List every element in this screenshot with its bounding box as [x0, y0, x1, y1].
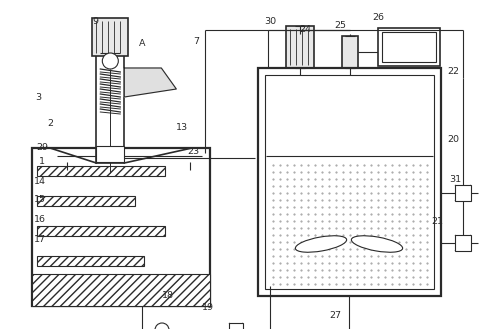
Bar: [455, 235, 471, 251]
Bar: [265, 75, 434, 289]
Text: 29: 29: [36, 143, 48, 153]
Ellipse shape: [352, 236, 403, 252]
Text: 26: 26: [372, 13, 384, 22]
Text: 19: 19: [202, 302, 214, 312]
Text: 24: 24: [299, 26, 311, 35]
Text: 27: 27: [329, 312, 341, 320]
Text: 7: 7: [193, 38, 199, 46]
Bar: [342, 36, 358, 68]
Bar: [286, 26, 314, 68]
Text: 9: 9: [92, 17, 98, 27]
Bar: [32, 148, 210, 306]
Text: 21: 21: [431, 217, 443, 226]
Bar: [382, 32, 436, 62]
Text: 1: 1: [39, 158, 45, 166]
Bar: [258, 68, 441, 296]
Bar: [32, 274, 210, 306]
Bar: [37, 166, 165, 176]
Text: 16: 16: [34, 215, 46, 224]
Text: 2: 2: [47, 118, 53, 128]
Text: 25: 25: [334, 20, 346, 30]
Bar: [37, 196, 135, 206]
Text: 13: 13: [176, 123, 188, 133]
Bar: [37, 226, 165, 236]
Bar: [229, 323, 243, 329]
Text: A: A: [139, 38, 145, 47]
Text: 31: 31: [449, 175, 461, 185]
Text: 15: 15: [34, 195, 46, 205]
Polygon shape: [124, 68, 176, 97]
Circle shape: [102, 53, 118, 69]
Text: 20: 20: [447, 136, 459, 144]
Circle shape: [155, 323, 169, 329]
Text: 17: 17: [34, 236, 46, 244]
Bar: [92, 18, 128, 56]
Text: 23: 23: [187, 147, 199, 157]
Text: 3: 3: [35, 93, 41, 103]
Bar: [96, 146, 124, 162]
Bar: [378, 28, 440, 66]
Bar: [37, 256, 144, 266]
Text: 14: 14: [34, 178, 46, 187]
Text: 18: 18: [162, 291, 174, 299]
Bar: [455, 185, 471, 201]
Text: 30: 30: [264, 17, 276, 27]
Bar: [96, 55, 124, 163]
Ellipse shape: [296, 236, 347, 252]
Text: 22: 22: [447, 67, 459, 77]
